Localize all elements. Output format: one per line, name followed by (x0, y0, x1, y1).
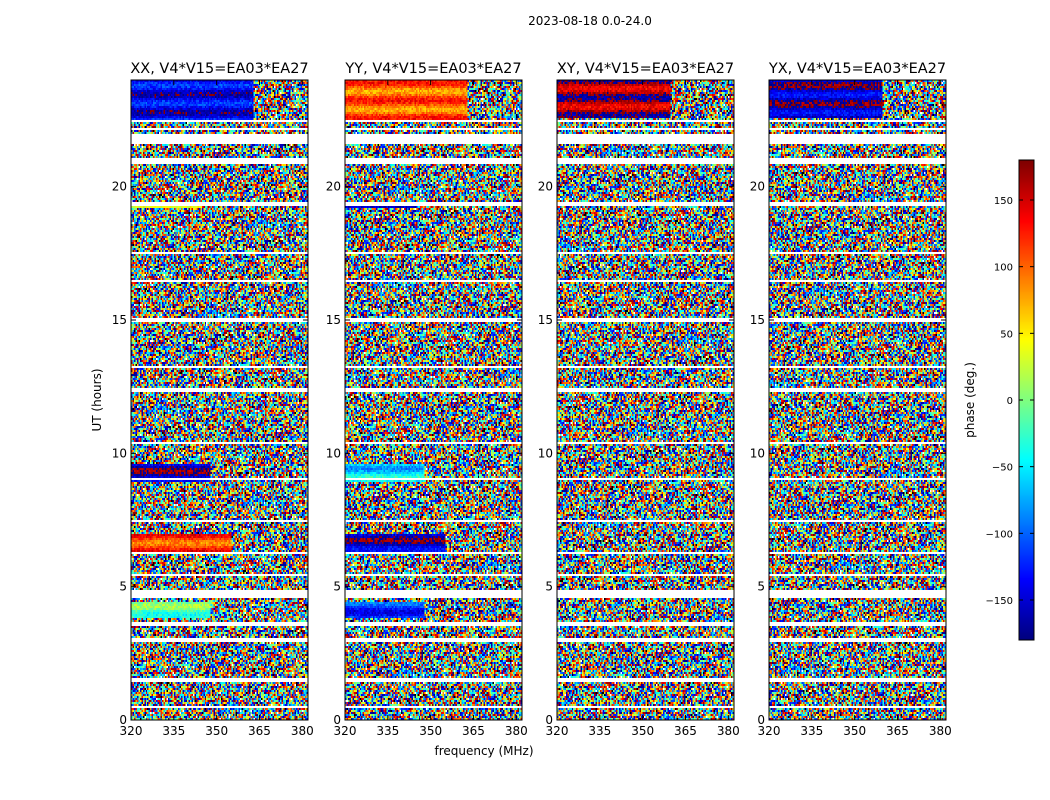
colorbar: −150 −100 −50 0 50 100 150 phase (deg.) (963, 159, 1035, 641)
panel-title: YX, V4*V15=EA03*EA27 (768, 61, 946, 77)
y-tick-label: 0 (119, 713, 127, 727)
colorbar-tick-label: −50 (992, 463, 1013, 474)
colorbar-tick-label: 150 (994, 196, 1013, 207)
y-tick-label: 5 (757, 580, 765, 594)
x-tick-label: 365 (462, 724, 485, 738)
x-tick-label: 365 (886, 724, 909, 738)
y-tick-label: 10 (538, 446, 553, 460)
panel-title: XX, V4*V15=EA03*EA27 (130, 61, 308, 77)
panels: XX, V4*V15=EA03*EA27 320 335 350 365 380 0 5 10 1… (112, 61, 952, 738)
x-tick-label: 320 (546, 724, 569, 738)
y-tick-label: 15 (326, 313, 341, 327)
y-tick-label: 10 (750, 446, 765, 460)
y-axis-label: UT (hours) (90, 368, 104, 431)
x-tick-label: 350 (843, 724, 866, 738)
axes-frame (130, 79, 309, 721)
x-tick-label: 320 (334, 724, 357, 738)
colorbar-tick-label: 0 (1007, 396, 1013, 407)
colorbar-tick-label: 100 (994, 263, 1013, 274)
colorbar-gradient (1019, 160, 1034, 640)
panel-xx: XX, V4*V15=EA03*EA27 320 335 350 365 380 0 5 10 1… (112, 61, 314, 738)
heatmap-image (131, 80, 308, 720)
x-tick-label: 335 (588, 724, 611, 738)
y-tick-label: 0 (333, 713, 341, 727)
heatmap-image (345, 80, 522, 720)
y-tick-label: 20 (538, 180, 553, 194)
y-tick-label: 20 (326, 180, 341, 194)
panel-title: YY, V4*V15=EA03*EA27 (344, 61, 521, 77)
y-tick-label: 15 (112, 313, 127, 327)
panel-xy: XY, V4*V15=EA03*EA27 320 335 350 365 380 0 5 10 1… (538, 61, 740, 738)
axis-labels: frequency (MHz) UT (hours) (90, 368, 534, 758)
axes-frame (344, 79, 523, 721)
x-tick-label: 350 (205, 724, 228, 738)
axes-frame (556, 79, 735, 721)
y-tick-label: 10 (326, 446, 341, 460)
x-tick-label: 380 (717, 724, 740, 738)
y-tick-label: 5 (545, 580, 553, 594)
y-tick-label: 15 (750, 313, 765, 327)
x-tick-label: 335 (800, 724, 823, 738)
y-tick-label: 5 (333, 580, 341, 594)
x-tick-label: 380 (291, 724, 314, 738)
x-axis-label: frequency (MHz) (434, 744, 533, 758)
x-tick-label: 320 (758, 724, 781, 738)
x-tick-label: 335 (376, 724, 399, 738)
heatmap-image (557, 80, 734, 720)
figure-title: 2023-08-18 0.0-24.0 (528, 14, 652, 28)
x-tick-label: 320 (120, 724, 143, 738)
y-tick-label: 0 (545, 713, 553, 727)
y-tick-label: 10 (112, 446, 127, 460)
x-tick-label: 365 (248, 724, 271, 738)
panel-yy: YY, V4*V15=EA03*EA27 320 335 350 365 380 0 5 10 1… (326, 61, 528, 738)
y-tick-label: 0 (757, 713, 765, 727)
axes-frame (768, 79, 947, 721)
x-tick-label: 350 (631, 724, 654, 738)
colorbar-tick-label: −150 (986, 596, 1013, 607)
y-tick-label: 20 (112, 180, 127, 194)
panel-title: XY, V4*V15=EA03*EA27 (557, 61, 734, 77)
y-tick-label: 20 (750, 180, 765, 194)
x-tick-label: 380 (929, 724, 952, 738)
colorbar-label: phase (deg.) (963, 362, 977, 438)
y-tick-label: 5 (119, 580, 127, 594)
x-tick-label: 380 (505, 724, 528, 738)
x-tick-label: 365 (674, 724, 697, 738)
x-tick-label: 350 (419, 724, 442, 738)
x-tick-label: 335 (162, 724, 185, 738)
colorbar-tick-label: −100 (986, 529, 1013, 540)
y-tick-label: 15 (538, 313, 553, 327)
panel-yx: YX, V4*V15=EA03*EA27 320 335 350 365 380 0 5 10 1… (750, 61, 952, 738)
colorbar-tick-label: 50 (1000, 329, 1013, 340)
heatmap-image (769, 80, 946, 720)
